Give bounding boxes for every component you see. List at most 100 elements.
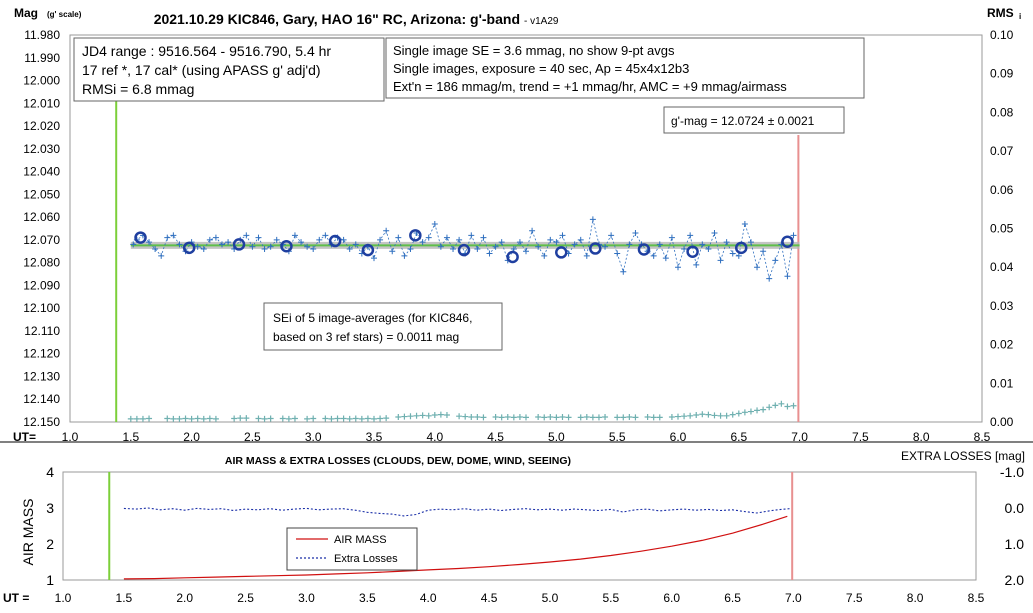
sei-box: SEi of 5 image-averages (for KIC846, bas… — [263, 302, 503, 351]
info-box-left-frame — [73, 37, 385, 102]
single-image-point — [152, 245, 159, 252]
single-image-point — [480, 234, 487, 241]
single-image-point — [158, 252, 165, 259]
top-y-right-tick-labels: 0.00 0.01 0.02 0.03 0.04 0.05 0.06 0.07 0.08 0.09… — [990, 28, 1014, 429]
single-image-point — [735, 252, 742, 259]
rms-point — [480, 414, 487, 421]
rms-point — [772, 402, 779, 409]
single-image-point — [687, 232, 694, 239]
y-left-tick-label: 12.100 — [23, 301, 60, 315]
rms-point — [377, 415, 384, 422]
bottom-y-right-tick-label: -1.0 — [1000, 464, 1024, 480]
single-image-point — [583, 252, 590, 259]
y-left-tick-label: 12.020 — [23, 119, 60, 133]
single-image-point — [790, 232, 797, 239]
x-tick-label: 6.0 — [670, 430, 687, 444]
rms-point — [747, 408, 754, 415]
sei-line-2: based on 3 ref stars) = 0.0011 mag — [273, 330, 459, 344]
single-image-point — [693, 261, 700, 268]
rms-point — [699, 411, 706, 418]
single-image-point — [194, 243, 201, 250]
rms-point — [364, 415, 371, 422]
single-image-point — [170, 232, 177, 239]
x-tick-label: 3.5 — [366, 430, 383, 444]
y-right-tick-label: 0.07 — [990, 144, 1014, 158]
single-image-point — [352, 241, 359, 248]
bottom-x-tick-label: 3.5 — [359, 591, 376, 605]
single-image-point — [529, 227, 536, 234]
rms-point — [705, 411, 712, 418]
rms-point — [535, 413, 542, 420]
rms-point — [395, 413, 402, 420]
bottom-y-left-tick-label: 2 — [46, 536, 54, 552]
rms-point — [559, 413, 566, 420]
rms-point — [401, 413, 408, 420]
average-point — [506, 250, 519, 264]
single-image-point — [407, 245, 414, 252]
x-tick-label: 7.0 — [791, 430, 808, 444]
single-image-point — [431, 220, 438, 227]
bottom-y-left-tick-label: 4 — [46, 464, 54, 480]
y-left-tick-label: 12.000 — [23, 74, 60, 88]
bottom-x-tick-label: 6.5 — [724, 591, 741, 605]
single-image-point — [437, 243, 444, 250]
y-right-tick-label: 0.03 — [990, 299, 1014, 313]
x-tick-label: 8.5 — [974, 430, 991, 444]
bottom-title: AIR MASS & EXTRA LOSSES (CLOUDS, DEW, DO… — [225, 455, 571, 467]
x-tick-label: 3.0 — [305, 430, 322, 444]
y-right-tick-label: 0.10 — [990, 28, 1014, 42]
single-image-point — [371, 255, 377, 262]
bottom-x-tick-label: 5.0 — [542, 591, 559, 605]
single-image-point — [225, 239, 232, 246]
rms-point — [693, 412, 700, 419]
single-image-point — [559, 232, 566, 239]
rms-point — [413, 412, 420, 419]
y-left-tick-label: 12.150 — [23, 415, 60, 429]
single-image-point — [498, 239, 505, 246]
single-image-point — [699, 241, 706, 248]
bottom-x-tick-label: 7.5 — [846, 591, 863, 605]
single-image-point — [164, 234, 171, 241]
rms-point — [383, 415, 390, 422]
info-right-line-3: Ext'n = 186 mmag/m, trend = +1 mmag/hr, … — [393, 79, 787, 94]
rms-point — [419, 412, 426, 419]
rms-point — [711, 412, 718, 419]
single-image-point — [541, 252, 548, 259]
bottom-y-right-tick-label: 2.0 — [1005, 572, 1025, 588]
rms-point — [212, 415, 219, 422]
single-image-point — [602, 243, 609, 250]
rms-point — [620, 414, 627, 421]
rms-point — [656, 414, 663, 421]
rms-point — [371, 415, 377, 422]
y-left-tick-label: 12.090 — [23, 278, 60, 292]
rms-point — [304, 415, 311, 422]
rms-point — [547, 413, 554, 420]
single-image-point — [291, 232, 298, 239]
y-left-tick-label: 12.070 — [23, 233, 60, 247]
rms-point — [127, 415, 134, 422]
rms-point — [717, 412, 724, 419]
rms-point — [431, 412, 438, 419]
rms-point — [322, 415, 329, 422]
gmag-box-frame — [663, 106, 845, 134]
y-right-tick-label: 0.00 — [990, 415, 1014, 429]
rms-point — [760, 406, 767, 413]
average-point — [734, 241, 748, 255]
single-image-point — [729, 250, 736, 257]
single-image-point — [395, 234, 402, 241]
y-left-tick-label: 12.030 — [23, 142, 60, 156]
rms-point — [516, 413, 523, 420]
top-x-tick-labels: 1.0 1.5 2.0 2.5 3.0 3.5 4.0 4.5 5.0 5.5 6.0 6.5 7.0 7… — [62, 430, 991, 444]
single-image-point — [754, 264, 761, 271]
rms-point — [194, 415, 201, 422]
rms-point — [133, 415, 140, 422]
single-image-point — [468, 232, 475, 239]
single-image-point — [267, 243, 274, 250]
rms-point — [352, 415, 359, 422]
rms-point — [741, 409, 748, 416]
bottom-x-tick-label: 7.0 — [785, 591, 802, 605]
single-image-point — [401, 252, 408, 259]
info-left-line-1: JD4 range : 9516.564 - 9516.790, 5.4 hr — [82, 43, 331, 59]
